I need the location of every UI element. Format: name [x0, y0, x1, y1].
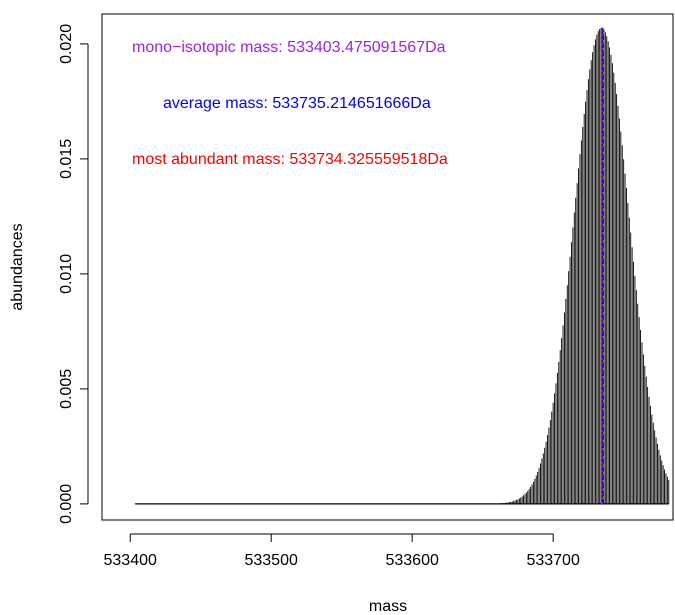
- x-tick-label: 533500: [244, 552, 297, 569]
- y-axis: 0.000 0.005 0.010 0.015 0.020: [58, 24, 89, 524]
- y-tick-label: 0.020: [58, 24, 75, 64]
- x-tick-label: 533400: [104, 552, 157, 569]
- x-axis-title: mass: [369, 598, 407, 615]
- y-tick-label: 0.000: [58, 484, 75, 524]
- average-mass-label: average mass: 533735.214651666Da: [163, 95, 431, 112]
- x-axis: 533400 533500 533600 533700: [104, 533, 580, 569]
- y-axis-title: abundances: [9, 223, 26, 310]
- mono-isotopic-mass-label: mono−isotopic mass: 533403.475091567Da: [132, 39, 446, 56]
- marker-lines: [600, 27, 604, 504]
- plot-frame: [101, 13, 674, 521]
- x-tick-label: 533700: [526, 552, 579, 569]
- y-tick-label: 0.015: [58, 139, 75, 179]
- most-abundant-mass-label: most abundant mass: 533734.325559518Da: [132, 151, 448, 168]
- y-tick-label: 0.010: [58, 254, 75, 294]
- x-tick-label: 533600: [385, 552, 438, 569]
- y-tick-label: 0.005: [58, 369, 75, 409]
- bar-group: [135, 27, 670, 505]
